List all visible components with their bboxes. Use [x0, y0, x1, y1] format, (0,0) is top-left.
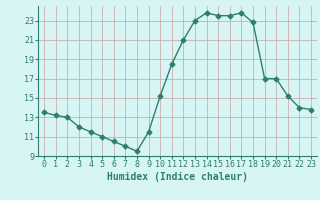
X-axis label: Humidex (Indice chaleur): Humidex (Indice chaleur): [107, 172, 248, 182]
